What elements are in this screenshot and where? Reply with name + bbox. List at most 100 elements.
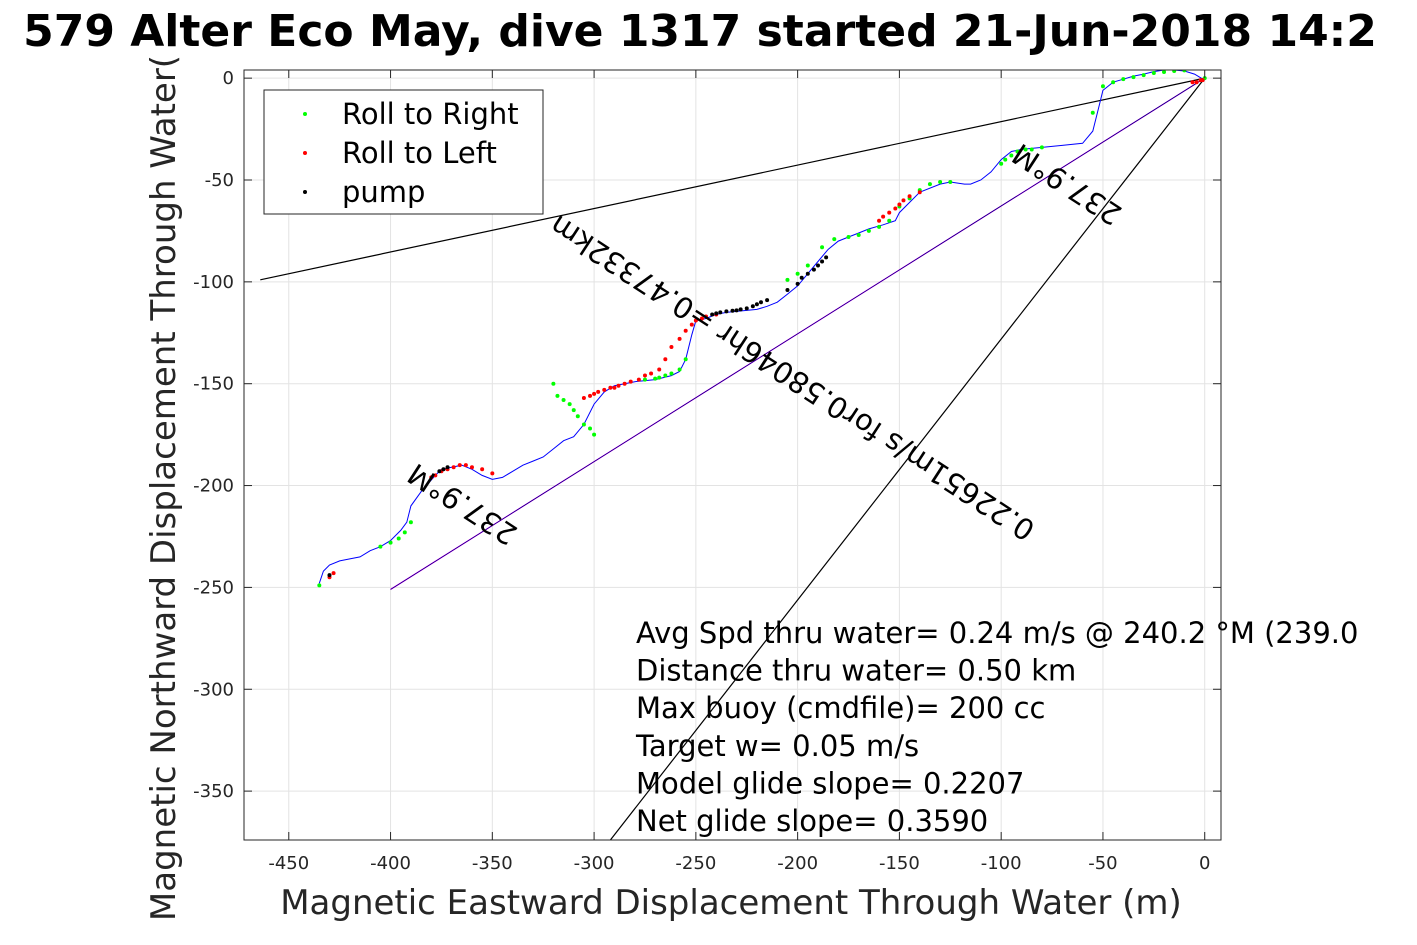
marker-roll-to-left — [636, 377, 641, 382]
marker-roll-to-right — [571, 408, 576, 413]
marker-roll-to-left — [642, 373, 647, 378]
reference-lines — [260, 77, 1206, 840]
marker-roll-to-left — [1198, 78, 1203, 83]
marker-pump — [441, 467, 446, 472]
marker-pump — [724, 309, 729, 314]
legend-box — [263, 89, 544, 215]
legend-marker-roll-to-right — [303, 112, 307, 116]
x-tick-label: -300 — [574, 853, 615, 874]
annotation-line: Model glide slope= 0.2207 — [636, 766, 1024, 800]
legend-label-pump: pump — [342, 175, 425, 209]
marker-roll-to-left — [612, 385, 617, 390]
marker-pump — [758, 300, 763, 305]
marker-roll-to-right — [1039, 145, 1044, 150]
marker-roll-to-left — [917, 190, 922, 195]
x-tick-label: -350 — [472, 853, 513, 874]
marker-roll-to-right — [856, 233, 861, 237]
marker-roll-to-right — [1015, 149, 1020, 154]
marker-roll-to-left — [433, 473, 438, 478]
x-axis-label: Magnetic Eastward Displacement Through W… — [280, 883, 1182, 923]
marker-roll-to-right — [653, 376, 658, 381]
marker-roll-to-left — [1190, 80, 1195, 85]
marker-roll-to-right — [887, 218, 892, 223]
marker-roll-to-right — [1023, 147, 1028, 152]
marker-roll-to-left — [628, 379, 633, 384]
marker-roll-to-right — [575, 414, 580, 419]
marker-roll-to-left — [331, 571, 336, 576]
marker-roll-to-right — [555, 393, 560, 398]
marker-roll-to-right — [785, 277, 790, 282]
marker-roll-to-left — [463, 463, 468, 468]
y-tick-label: -200 — [193, 476, 234, 497]
marker-roll-to-right — [846, 235, 851, 240]
marker-pump — [738, 307, 743, 312]
marker-pump — [820, 259, 825, 264]
marker-roll-to-right — [592, 432, 597, 437]
marker-roll-to-left — [592, 391, 597, 396]
marker-pump — [815, 263, 820, 268]
marker-roll-to-left — [704, 314, 709, 319]
y-tick-label: -300 — [193, 679, 234, 700]
marker-roll-to-left — [699, 316, 704, 321]
marker-roll-to-right — [657, 375, 662, 380]
marker-roll-to-left — [907, 194, 912, 199]
marker-roll-to-right — [1009, 153, 1014, 158]
marker-roll-to-left — [893, 206, 898, 211]
y-tick-label: 0 — [223, 68, 234, 89]
x-tick-label: -400 — [370, 853, 411, 874]
marker-pump — [327, 573, 332, 578]
marker-roll-to-right — [396, 536, 401, 541]
y-tick-label: -250 — [193, 577, 234, 598]
marker-pump — [734, 308, 739, 313]
marker-roll-to-right — [581, 422, 586, 427]
marker-roll-to-right — [948, 180, 953, 185]
marker-roll-to-left — [877, 218, 882, 223]
marker-roll-to-left — [588, 393, 593, 398]
y-axis-label: Magnetic Northward Displacement Through … — [144, 55, 184, 921]
x-tick-label: -200 — [777, 853, 818, 874]
annotation-line: Target w= 0.05 m/s — [635, 729, 919, 763]
legend-label-roll-to-left: Roll to Left — [342, 136, 497, 170]
y-tick-label: -50 — [205, 170, 234, 191]
marker-roll-to-right — [1182, 70, 1187, 73]
marker-roll-to-right — [1003, 157, 1008, 162]
marker-roll-to-left — [663, 357, 668, 362]
annotation-line: Distance thru water= 0.50 km — [636, 654, 1076, 688]
y-axis-ticks: 0 -50 -100 -150 -200 -250 -300 -350 — [193, 68, 1221, 802]
x-tick-label: -450 — [268, 853, 309, 874]
marker-pump — [785, 288, 790, 292]
marker-roll-to-left — [602, 387, 607, 392]
marker-roll-to-left — [457, 463, 462, 468]
marker-pump — [799, 275, 804, 280]
marker-roll-to-right — [402, 530, 407, 535]
legend-marker-roll-to-left — [303, 151, 307, 155]
marker-roll-to-right — [820, 245, 825, 250]
marker-roll-to-right — [1151, 71, 1156, 76]
marker-pump — [710, 312, 715, 317]
y-tick-label: -150 — [193, 374, 234, 395]
legend: Roll to Right Roll to Left pump — [263, 89, 544, 215]
marker-roll-to-left — [429, 475, 434, 480]
marker-roll-to-right — [1111, 80, 1116, 85]
marker-roll-to-right — [642, 377, 647, 382]
x-tick-label: -150 — [879, 853, 920, 874]
marker-roll-to-left — [451, 465, 456, 470]
y-tick-label: -100 — [193, 272, 234, 293]
marker-roll-to-right — [551, 381, 556, 386]
marker-roll-to-right — [588, 426, 593, 431]
marker-roll-to-right — [805, 263, 810, 268]
marker-roll-to-right — [683, 357, 688, 362]
marker-pump — [744, 306, 749, 311]
chart-title: 579 Alter Eco May, dive 1317 started 21-… — [23, 6, 1377, 57]
markers — [317, 70, 1207, 588]
marker-roll-to-right — [795, 271, 800, 276]
net-line — [390, 77, 1205, 590]
marker-roll-to-right — [663, 373, 668, 378]
annotation-line: Max buoy (cmdfile)= 200 cc — [636, 691, 1045, 725]
marker-roll-to-right — [832, 237, 837, 242]
marker-roll-to-left — [677, 336, 682, 341]
marker-roll-to-left — [608, 385, 613, 390]
marker-roll-to-right — [378, 544, 383, 549]
marker-roll-to-right — [938, 180, 943, 185]
